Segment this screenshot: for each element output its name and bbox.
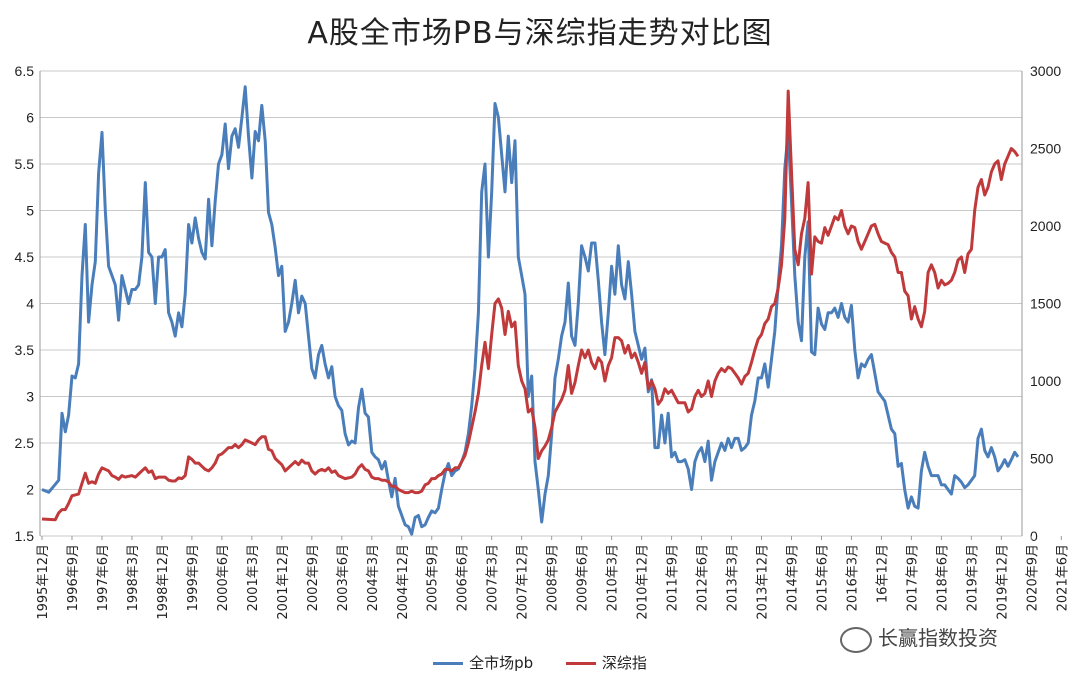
legend-label-szzs: 深综指: [601, 654, 647, 672]
x-tick-label: 16年12月: [875, 544, 890, 603]
right-tick-label: 0: [1030, 528, 1038, 544]
left-tick-label: 5: [26, 203, 34, 219]
left-axis-ticks: 1.5 2 2.5 3 3.5 4 4.5 5 5.5 6 6.5: [15, 63, 35, 544]
left-tick-label: 3: [26, 389, 34, 405]
x-tick-label: 1997年6月: [96, 544, 111, 611]
watermark: 长赢指数投资: [840, 622, 998, 653]
legend-swatch-pb: [433, 662, 464, 665]
x-tick-label: 1998年12月: [156, 544, 171, 620]
x-tick-label: 2017年9月: [905, 544, 920, 611]
legend-swatch-szzs: [565, 662, 596, 665]
right-tick-label: 500: [1030, 451, 1054, 467]
x-axis-ticks: 1995年12月 1996年9月 1997年6月 1998年3月 1998年12月 199…: [36, 536, 1070, 620]
series-line-szzs: [41, 89, 1020, 522]
x-tick-label: 2001年12月: [276, 544, 291, 620]
series-line-pb: [41, 85, 1020, 536]
grid: [39, 70, 1023, 537]
left-tick-label: 1.5: [15, 528, 35, 544]
right-tick-label: 3000: [1030, 63, 1061, 79]
left-tick-label: 3.5: [15, 342, 35, 358]
x-tick-label: 2011年9月: [666, 544, 681, 611]
x-tick-label: 2019年12月: [995, 544, 1010, 620]
x-tick-label: 2008年9月: [546, 544, 561, 611]
right-tick-label: 1000: [1030, 373, 1061, 389]
x-tick-label: 2002年9月: [306, 544, 321, 611]
x-tick-label: 2013年3月: [726, 544, 741, 611]
x-tick-label: 2010年3月: [606, 544, 621, 611]
x-tick-label: 2012年6月: [696, 544, 711, 611]
x-tick-label: 2018年6月: [935, 544, 950, 611]
x-tick-label: 2005年9月: [426, 544, 441, 611]
x-tick-label: 2000年6月: [216, 544, 231, 611]
legend: 全市场pb 深综指: [0, 652, 1080, 673]
x-tick-label: 2004年12月: [396, 544, 411, 620]
right-tick-label: 1500: [1030, 296, 1061, 312]
x-tick-label: 1996年9月: [66, 544, 81, 611]
left-tick-label: 6.5: [15, 63, 35, 79]
x-tick-label: 2020年9月: [1025, 544, 1040, 611]
right-tick-label: 2500: [1030, 141, 1061, 157]
x-tick-label: 1995年12月: [36, 544, 51, 620]
x-tick-label: 2019年3月: [965, 544, 980, 611]
x-tick-label: 2010年12月: [636, 544, 651, 620]
x-tick-label: 2007年12月: [516, 544, 531, 620]
right-axis-ticks: 0 500 1000 1500 2000 2500 3000: [1030, 63, 1061, 544]
legend-item-pb: 全市场pb: [433, 652, 533, 673]
x-tick-label: 2016年3月: [845, 544, 860, 611]
series-layer: [41, 85, 1020, 536]
left-tick-label: 6: [26, 110, 34, 126]
x-tick-label: 2003年6月: [336, 544, 351, 611]
x-tick-label: 2001年3月: [246, 544, 261, 611]
x-tick-label: 2004年3月: [366, 544, 381, 611]
watermark-text: 长赢指数投资: [878, 626, 998, 650]
right-tick-label: 2000: [1030, 218, 1061, 234]
x-tick-label: 2006年6月: [456, 544, 471, 611]
legend-item-szzs: 深综指: [565, 652, 647, 673]
legend-label-pb: 全市场pb: [469, 654, 534, 672]
left-tick-label: 4: [26, 296, 34, 312]
left-tick-label: 5.5: [15, 156, 35, 172]
x-tick-label: 2015年6月: [815, 544, 830, 611]
left-tick-label: 2.5: [15, 435, 35, 451]
x-tick-label: 1998年3月: [126, 544, 141, 611]
x-tick-label: 2007年3月: [486, 544, 501, 611]
left-tick-label: 2: [26, 482, 34, 498]
x-tick-label: 2013年12月: [756, 544, 771, 620]
x-tick-label: 1999年9月: [186, 544, 201, 611]
left-tick-label: 4.5: [15, 249, 35, 265]
chart-title: A股全市场PB与深综指走势对比图: [307, 16, 773, 51]
x-tick-label: 2009年6月: [576, 544, 591, 611]
x-tick-label: 2014年9月: [785, 544, 800, 611]
wechat-icon: [840, 626, 872, 653]
x-tick-label: 2021年6月: [1055, 544, 1070, 611]
